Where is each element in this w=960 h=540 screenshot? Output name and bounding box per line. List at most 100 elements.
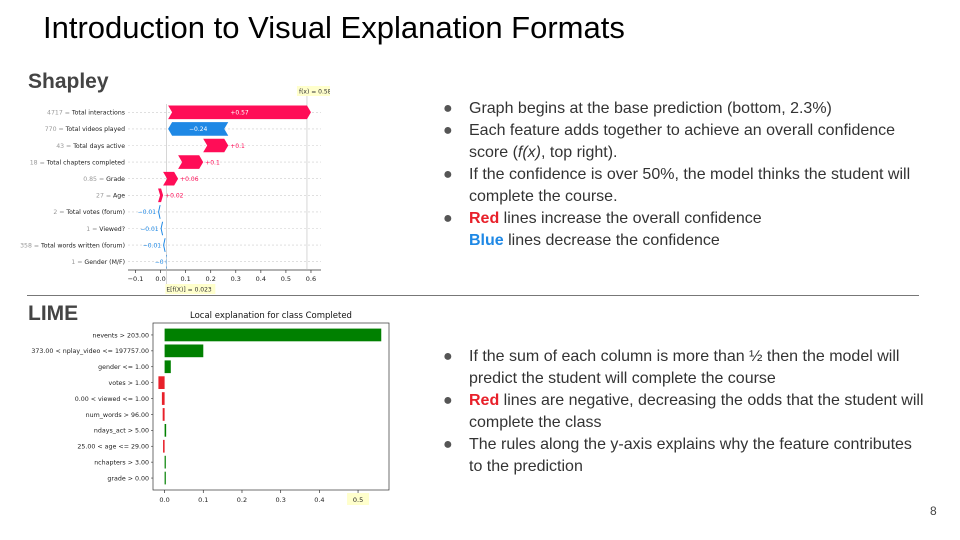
bullet-text: The rules along the y-axis explains why … <box>469 436 912 475</box>
shap-feature-name: Total chapters completed <box>46 159 125 166</box>
lime-section-label: LIME <box>28 302 79 325</box>
x-tick-label: 0.2 <box>237 496 247 504</box>
bullet-item: ● Red lines are negative, decreasing the … <box>438 390 928 434</box>
lime-chart-title: Local explanation for class Completed <box>190 311 352 321</box>
shap-bar-value: −0.24 <box>189 126 208 133</box>
shap-bar-value: −0 <box>155 259 164 266</box>
shap-bar-value: −0.01 <box>143 242 162 249</box>
base-label: E[f(X)] = 0.023 <box>166 287 212 294</box>
x-tick-label: 0.4 <box>256 275 266 283</box>
shap-feature-label: 4717 = Total interactions <box>47 110 125 117</box>
bullet-dot: ● <box>443 166 453 183</box>
shap-bar-value: −0.01 <box>140 226 159 233</box>
shap-bar <box>158 205 161 219</box>
shap-bar-value: +0.57 <box>230 110 249 117</box>
x-tick-label: 0.6 <box>306 275 316 283</box>
bullet-blue-word: Blue <box>469 232 504 249</box>
lime-rule-label: votes > 1.00 <box>108 380 149 387</box>
lime-bar <box>164 455 166 469</box>
shap-bar <box>163 238 166 252</box>
lime-bar <box>161 392 165 405</box>
shap-bar <box>168 105 311 120</box>
shap-bar <box>160 221 164 236</box>
shap-feature-label: 27 = Age <box>96 193 125 200</box>
shap-bar <box>163 171 179 186</box>
shap-feature-value: 1 = <box>86 226 99 233</box>
bullet-red-word: Red <box>469 210 500 227</box>
lime-bullet-list: ● If the sum of each column is more than … <box>438 346 928 478</box>
lime-rule-label: nevents > 203.00 <box>92 332 149 339</box>
slide-title: Introduction to Visual Explanation Forma… <box>43 10 625 45</box>
shap-bar <box>203 138 229 153</box>
shap-feature-label: 770 = Total videos played <box>45 126 125 133</box>
shap-feature-name: Gender (M/F) <box>84 259 125 266</box>
shapley-waterfall-chart: −0.1 0.0 0.1 0.2 0.3 0.4 0.5 0.6 +0.57 4717 = Tot… <box>20 86 330 294</box>
shap-feature-value: 43 = <box>56 143 73 150</box>
lime-rule-label: grade > 0.00 <box>107 475 149 482</box>
x-tick-label: 0.2 <box>206 275 216 283</box>
shapley-bullet-list: ● Graph begins at the base prediction (bo… <box>438 98 918 252</box>
x-tick-label: 0.1 <box>180 275 190 283</box>
bullet-item: ● Red lines increase the overall confiden… <box>438 208 918 230</box>
lime-rule-label: ndays_act > 5.00 <box>94 428 149 435</box>
shap-feature-value: 18 = <box>30 159 47 166</box>
shap-bar-value: +0.06 <box>180 176 199 183</box>
bullet-item: ● Graph begins at the base prediction (bo… <box>438 98 918 120</box>
shap-feature-name: Age <box>113 193 125 200</box>
lime-rule-label: 373.00 < nplay_video <= 197757.00 <box>31 348 149 355</box>
shap-feature-label: 0.85 = Grade <box>83 176 125 183</box>
bullet-dot: ● <box>443 210 453 227</box>
x-tick-label: 0.5 <box>353 496 363 504</box>
bullet-text: , top right). <box>541 144 618 161</box>
bullet-continuation: Blue lines decrease the confidence <box>438 230 918 252</box>
lime-rule-label: 0.00 < viewed <= 1.00 <box>75 396 149 403</box>
shap-feature-name: Viewed? <box>99 226 125 233</box>
tick-highlight <box>347 493 370 505</box>
lime-bar <box>164 344 204 358</box>
base-label-highlight <box>165 284 216 294</box>
x-tick-label: 0.5 <box>281 275 291 283</box>
shap-feature-value: 4717 = <box>47 110 72 117</box>
lime-bar <box>163 439 165 453</box>
lime-rule-label: gender <= 1.00 <box>98 364 149 371</box>
bullet-item: ● Each feature adds together to achieve a… <box>438 120 918 164</box>
shap-feature-value: 1 = <box>71 259 84 266</box>
lime-bar <box>158 376 165 390</box>
shap-bar <box>158 188 164 203</box>
lime-plot-frame <box>152 322 390 491</box>
fx-label-highlight <box>296 86 330 96</box>
shap-feature-name: Total words written (forum) <box>40 242 125 249</box>
lime-rule-label: num_words > 96.00 <box>86 412 149 419</box>
lime-rule-label: nchapters > 3.00 <box>94 459 149 466</box>
shap-bar <box>178 155 204 169</box>
lime-bar <box>164 328 382 342</box>
shap-bar-value: −0.01 <box>138 209 157 216</box>
shap-feature-name: Total videos played <box>65 126 125 133</box>
x-tick-label: 0.4 <box>314 496 324 504</box>
bullet-text: lines increase the overall confidence <box>499 210 762 227</box>
bullet-text: Each feature adds together to achieve an… <box>469 122 896 161</box>
shap-feature-value: 2 = <box>53 209 66 216</box>
bullet-dot: ● <box>443 100 453 117</box>
shap-feature-value: 770 = <box>45 126 66 133</box>
bullet-item: ● The rules along the y-axis explains why… <box>438 434 928 478</box>
bullet-item: ● If the confidence is over 50%, the mode… <box>438 164 918 208</box>
bullet-item: ● If the sum of each column is more than … <box>438 346 928 390</box>
shap-feature-label: 43 = Total days active <box>56 143 125 150</box>
shap-feature-label: 1 = Gender (M/F) <box>71 259 125 266</box>
fx-label: f(x) = 0.584 <box>299 89 330 96</box>
section-divider <box>27 295 919 296</box>
x-tick-label: 0.0 <box>159 496 169 504</box>
shap-feature-name: Total days active <box>72 143 125 150</box>
bullet-dot: ● <box>443 348 453 365</box>
shap-feature-label: 18 = Total chapters completed <box>30 159 125 166</box>
bullet-text: If the sum of each column is more than ½… <box>469 348 900 387</box>
shap-feature-label: 1 = Viewed? <box>86 226 125 233</box>
shap-feature-name: Grade <box>106 176 125 183</box>
shap-feature-label: 2 = Total votes (forum) <box>53 209 125 216</box>
shap-feature-value: 358 = <box>20 242 41 249</box>
x-tick-label: 0.0 <box>155 275 165 283</box>
bullet-dot: ● <box>443 392 453 409</box>
shap-feature-name: Total votes (forum) <box>65 209 125 216</box>
x-tick-label: 0.3 <box>231 275 241 283</box>
